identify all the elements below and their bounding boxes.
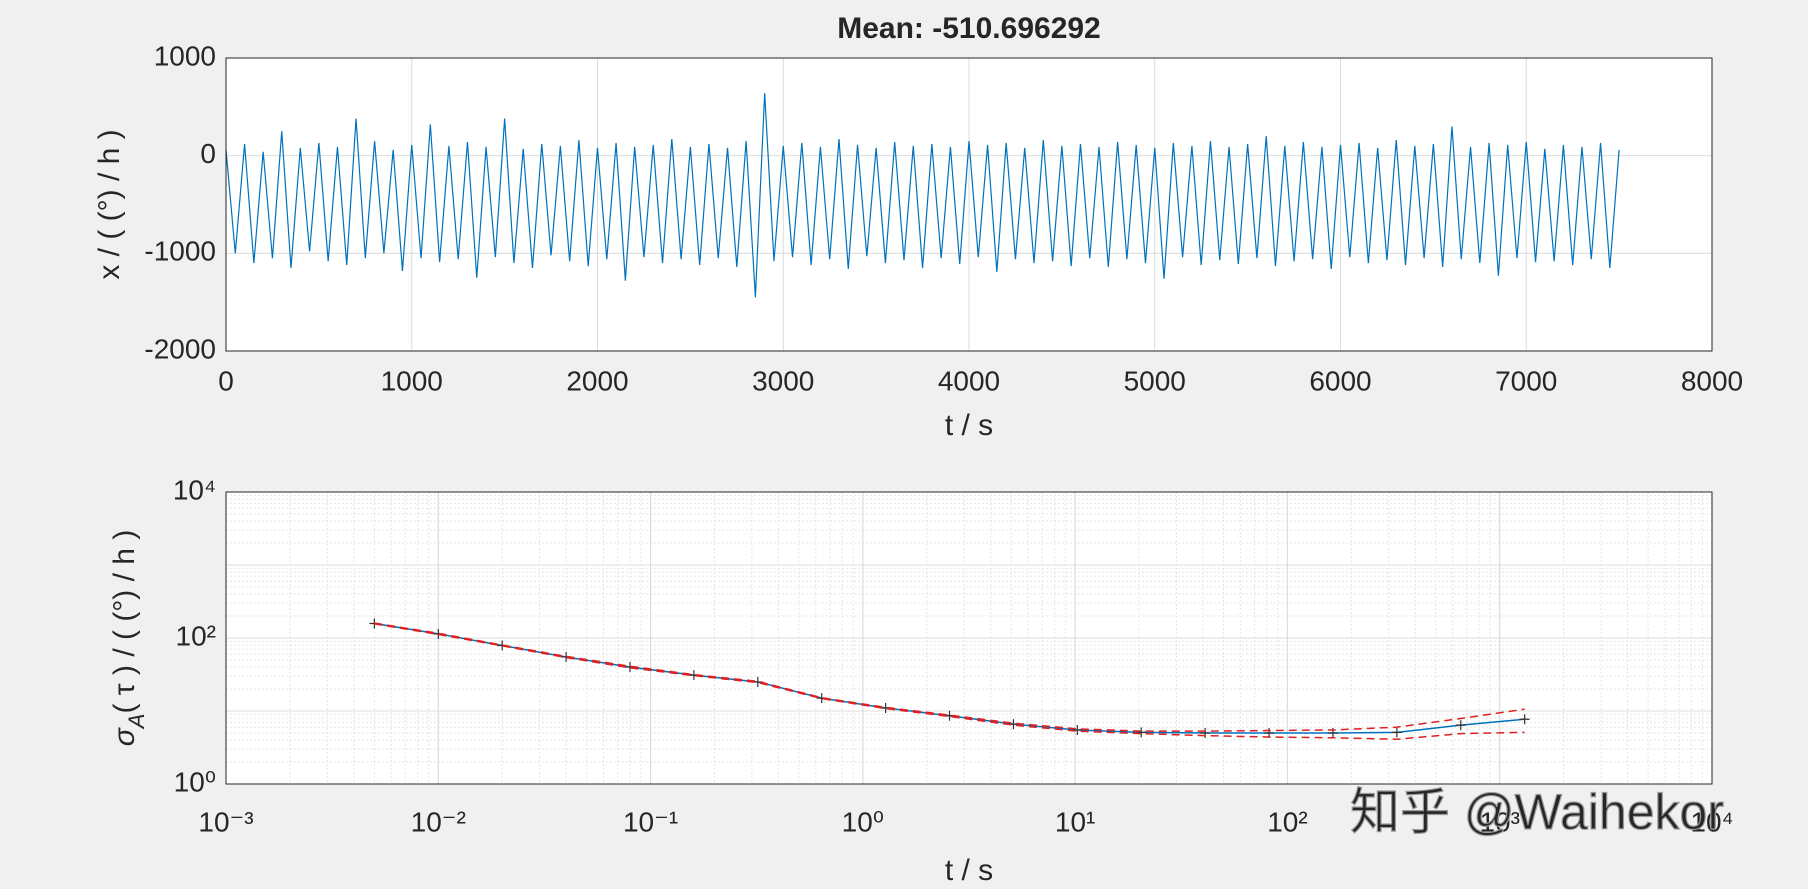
x-tick-label: 10⁰ — [842, 806, 884, 837]
x-tick-label: 2000 — [566, 365, 628, 396]
axes-box — [225, 57, 1713, 352]
watermark: 知乎 @Waihekor — [1350, 784, 1724, 840]
marker — [1455, 720, 1466, 731]
y-tick-label: -1000 — [144, 236, 216, 267]
y-axis-label: x / ( (°) / h ) — [93, 129, 126, 279]
x-tick-label: 0 — [218, 365, 234, 396]
x-tick-label: 10⁻³ — [198, 806, 253, 837]
x-tick-label: 10⁻² — [411, 806, 466, 837]
x-tick-label: 4000 — [938, 365, 1000, 396]
y-tick-label: 10⁴ — [173, 474, 216, 505]
y-tick-label: 0 — [200, 138, 216, 169]
y-tick-label: 10² — [176, 620, 216, 651]
x-tick-label: 10³ — [1479, 806, 1519, 837]
x-tick-label: 7000 — [1495, 365, 1557, 396]
chart-title: Mean: -510.696292 — [837, 12, 1101, 45]
y-axis-label: σA( τ ) / ( (°) / h ) — [108, 530, 149, 747]
y-label-rest: ( τ ) / ( (°) / h ) — [108, 530, 141, 714]
x-tick-label: 10⁻¹ — [623, 806, 678, 837]
y-label-symbol: σ — [108, 726, 141, 746]
x-tick-label: 5000 — [1124, 365, 1186, 396]
y-tick-label: 10⁰ — [174, 766, 216, 797]
x-axis-label: t / s — [945, 854, 993, 887]
marker — [1391, 727, 1402, 738]
y-tick-label: 1000 — [154, 40, 216, 71]
series-line — [225, 93, 1620, 298]
x-axis-label: t / s — [945, 409, 993, 442]
x-tick-label: 10⁴ — [1690, 806, 1733, 837]
x-tick-label: 6000 — [1309, 365, 1371, 396]
y-label-sub: A — [124, 714, 149, 731]
marker — [1519, 714, 1530, 725]
series-line — [374, 623, 1525, 741]
marker — [1136, 727, 1147, 738]
x-tick-label: 1000 — [381, 365, 443, 396]
x-tick-label: 8000 — [1681, 365, 1743, 396]
axes-box — [225, 491, 1713, 785]
x-tick-label: 10² — [1267, 806, 1307, 837]
y-tick-label: -2000 — [144, 333, 216, 364]
marker — [1072, 724, 1083, 735]
x-tick-label: 10¹ — [1055, 806, 1095, 837]
series-line — [374, 622, 1525, 732]
x-tick-label: 3000 — [752, 365, 814, 396]
